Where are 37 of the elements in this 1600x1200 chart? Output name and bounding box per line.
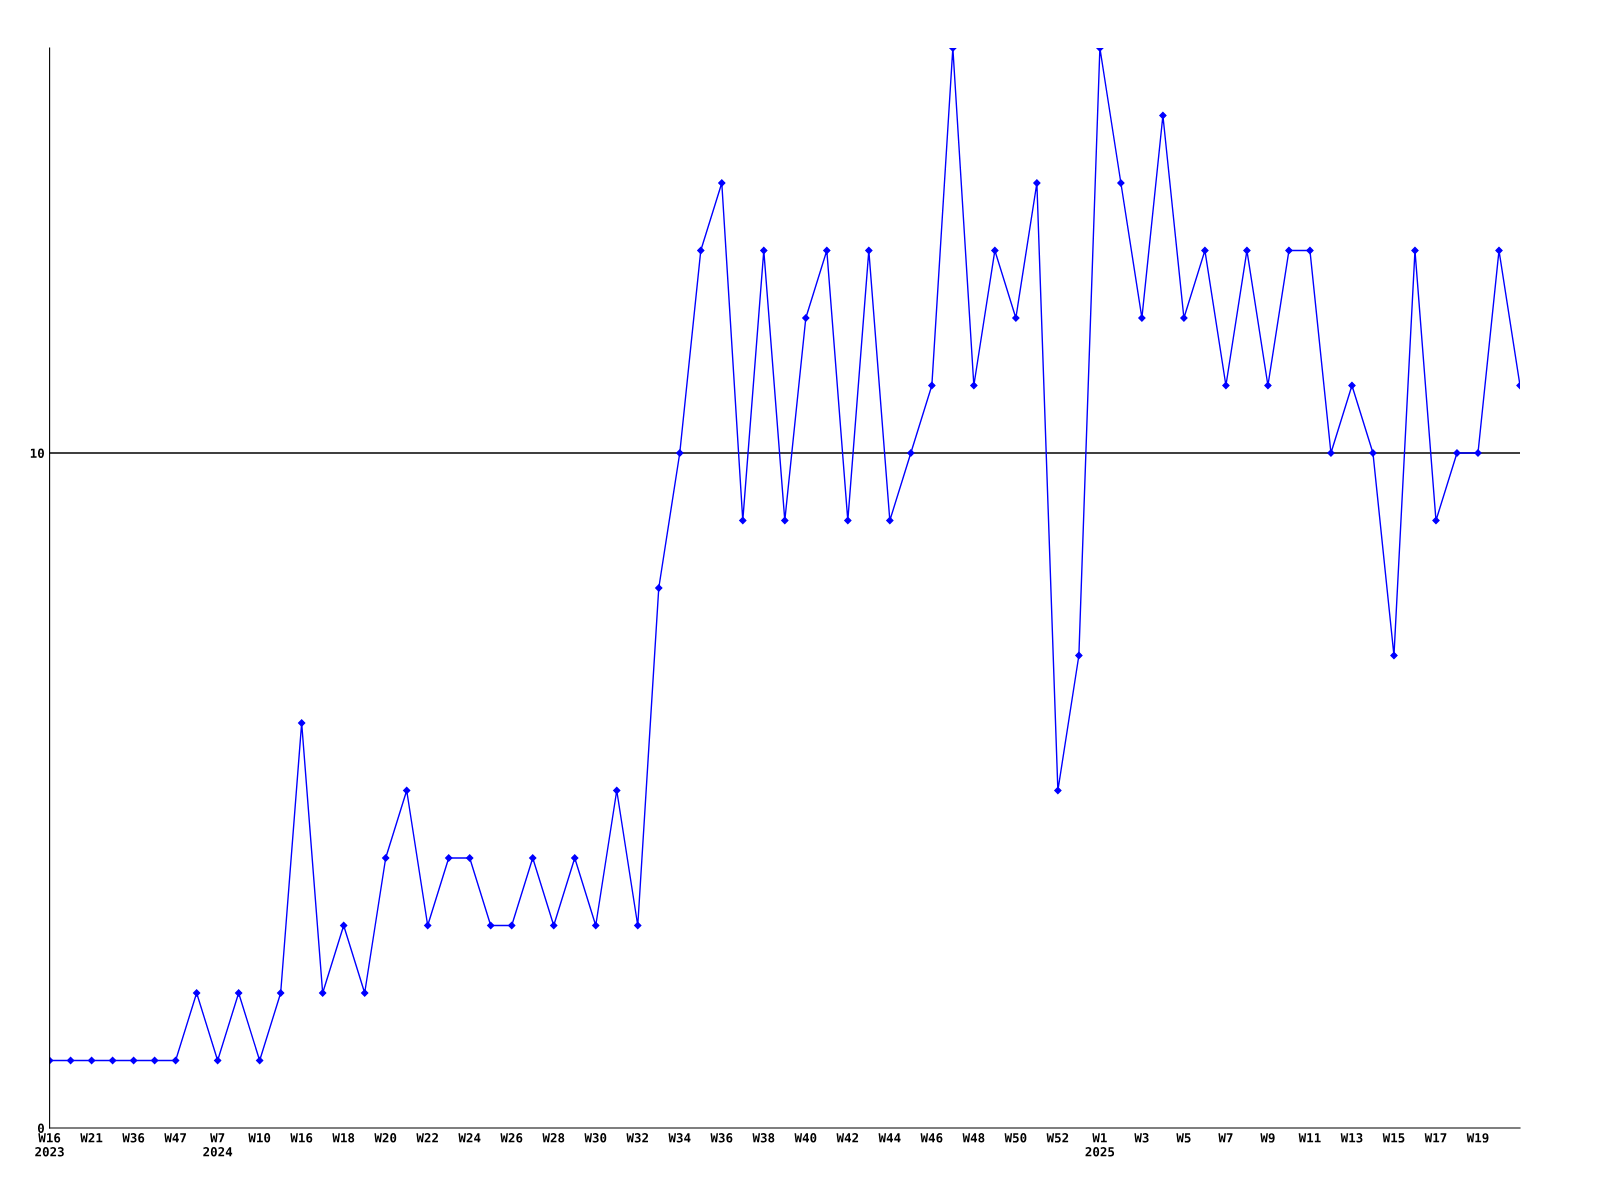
x-tick-label: W19 [1466,1133,1489,1143]
x-tick-label: W13 [1340,1133,1363,1143]
x-tick-label: W38 [752,1133,775,1143]
x-tick-label: W47 [164,1133,186,1143]
x-tick-label: W44 [878,1133,901,1143]
x-tick-label: W48 [962,1133,985,1143]
x-tick-label: W36 [122,1133,145,1143]
x-tick-label: W9 [1260,1133,1275,1143]
y-tick-label: 0 [37,1123,44,1133]
x-tick-label: W20 [374,1133,397,1143]
x-tick-label: W15 [1382,1133,1405,1143]
x-tick-label: W7 2024 [203,1133,233,1157]
x-tick-label: W40 [794,1133,817,1143]
x-tick-label: W34 [668,1133,691,1143]
y-tick-label: 10 [30,448,44,458]
x-tick-label: W26 [500,1133,523,1143]
x-tick-label: W1 2025 [1085,1133,1115,1157]
x-tick-label: W46 [920,1133,943,1143]
x-tick-label: W16 [290,1133,313,1143]
x-tick-label: W10 [248,1133,271,1143]
x-tick-label: W52 [1046,1133,1069,1143]
x-tick-label: W42 [836,1133,859,1143]
x-tick-label: W32 [626,1133,649,1143]
x-tick-label: W21 [80,1133,103,1143]
x-tick-label: W50 [1004,1133,1027,1143]
x-tick-label: W36 [710,1133,733,1143]
x-tick-label: W28 [542,1133,565,1143]
x-tick-label: W5 [1176,1133,1191,1143]
x-tick-label: W11 [1298,1133,1321,1143]
x-tick-label: W30 [584,1133,607,1143]
x-tick-label: W7 [1218,1133,1233,1143]
x-tick-label: W3 [1134,1133,1149,1143]
x-tick-label: W24 [458,1133,481,1143]
x-tick-label: W22 [416,1133,438,1143]
x-tick-label: W16 2023 [35,1133,64,1157]
x-tick-label: W17 [1424,1133,1447,1143]
x-tick-label: W18 [332,1133,355,1143]
